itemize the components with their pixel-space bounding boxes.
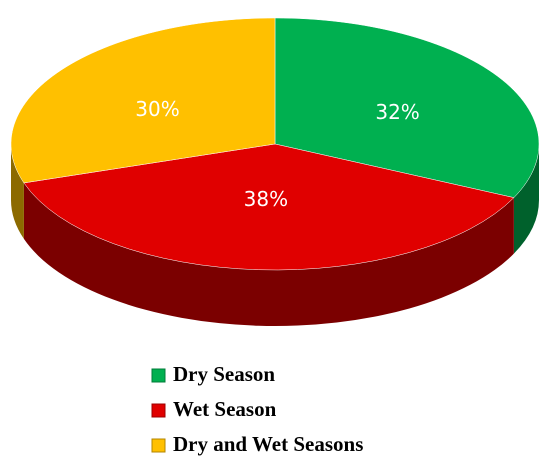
data-label: 32% — [375, 100, 419, 124]
pie-slice — [274, 17, 540, 198]
pie-side — [23, 182, 514, 327]
legend-label: Dry and Wet Seasons — [173, 432, 363, 456]
data-label: 30% — [135, 97, 179, 121]
legend-swatch — [151, 368, 166, 383]
legend-swatch — [151, 403, 166, 418]
legend-swatch — [151, 438, 166, 453]
legend-label: Wet Season — [173, 397, 277, 421]
pie-slice — [10, 17, 276, 184]
legend-label: Dry Season — [173, 362, 275, 386]
pie-side — [11, 144, 24, 239]
data-label: 38% — [244, 187, 288, 211]
pie-slice — [23, 143, 515, 271]
